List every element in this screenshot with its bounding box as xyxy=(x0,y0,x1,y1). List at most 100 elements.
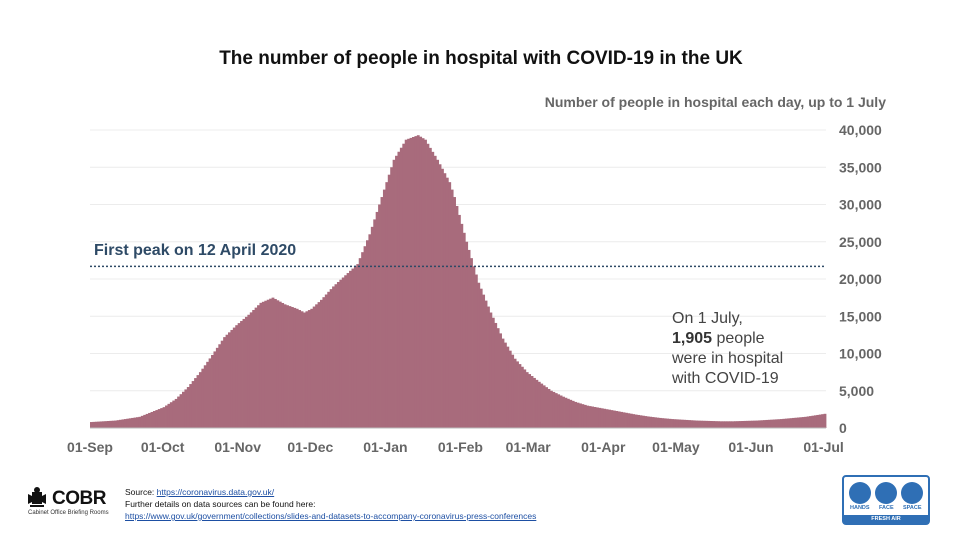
bar-day xyxy=(608,409,611,428)
bar-day xyxy=(719,421,723,428)
bar-day xyxy=(617,411,621,428)
bar-day xyxy=(804,416,808,428)
bar-day xyxy=(114,420,118,428)
bar-day xyxy=(392,159,396,429)
bar-day xyxy=(796,417,800,428)
bar-day xyxy=(351,268,355,428)
bar-day xyxy=(310,308,314,428)
bar-day xyxy=(150,411,154,428)
bar-day xyxy=(203,365,207,428)
bar-day xyxy=(433,155,437,428)
cobr-logo-subtitle: Cabinet Office Briefing Rooms xyxy=(28,510,109,516)
bar-day xyxy=(554,393,558,428)
bar-day xyxy=(540,383,544,428)
bar-day xyxy=(823,413,827,428)
bar-day xyxy=(160,408,164,428)
bar-day xyxy=(600,408,604,428)
bar-day xyxy=(315,304,318,428)
bar-day xyxy=(274,298,277,428)
bar-day xyxy=(545,387,548,428)
bar-day xyxy=(329,289,333,428)
bar-day xyxy=(683,419,686,428)
bar-day xyxy=(637,414,640,428)
y-tick-label: 10,000 xyxy=(839,346,882,362)
annotation-line-2: 1,905 people xyxy=(672,329,822,349)
bar-day xyxy=(821,414,824,428)
bar-day xyxy=(496,328,500,428)
bar-day xyxy=(511,354,515,428)
bar-day xyxy=(460,223,464,428)
bar-day xyxy=(697,420,701,428)
bar-day xyxy=(247,314,251,428)
bar-day xyxy=(663,418,667,428)
bar-day xyxy=(675,419,679,428)
bar-day xyxy=(438,164,442,428)
bar-day xyxy=(794,417,798,428)
bar-day xyxy=(758,420,762,428)
bar-day xyxy=(651,417,655,428)
bar-day xyxy=(557,394,561,428)
bar-day xyxy=(128,418,132,428)
bar-day xyxy=(801,417,805,428)
bar-day xyxy=(709,421,713,428)
x-tick-label: 01-Sep xyxy=(67,439,113,455)
bar-day xyxy=(206,361,210,428)
bar-day xyxy=(566,398,570,428)
bar-day xyxy=(288,306,292,428)
bar-day xyxy=(634,414,638,428)
bar-day xyxy=(94,421,98,428)
bar-day xyxy=(678,419,682,428)
x-tick-label: 01-Apr xyxy=(581,439,626,455)
bar-day xyxy=(649,416,653,428)
bar-day xyxy=(211,354,214,428)
bar-day xyxy=(419,136,423,428)
bar-day xyxy=(784,418,788,428)
bar-day xyxy=(324,294,328,428)
details-link[interactable]: https://www.gov.uk/government/collection… xyxy=(125,511,537,521)
bar-day xyxy=(591,406,594,428)
bar-day xyxy=(177,396,180,428)
bar-day xyxy=(121,419,125,428)
royal-crest-icon xyxy=(28,487,46,507)
bar-day xyxy=(453,197,456,428)
bar-day xyxy=(349,270,352,428)
bar-day xyxy=(259,302,263,428)
bar-day xyxy=(436,159,440,429)
bar-day xyxy=(424,139,427,428)
bar-day xyxy=(220,340,224,428)
y-tick-label: 30,000 xyxy=(839,197,882,213)
bar-day xyxy=(441,168,444,429)
bar-day xyxy=(479,288,483,428)
bar-day xyxy=(421,138,425,428)
x-tick-label: 01-Mar xyxy=(506,439,552,455)
bar-day xyxy=(550,390,553,428)
bar-day xyxy=(806,416,810,428)
bar-day xyxy=(106,421,110,428)
bar-day xyxy=(298,310,302,428)
bar-day xyxy=(97,421,101,428)
bar-day xyxy=(90,422,93,428)
bar-day xyxy=(501,338,505,428)
bar-day xyxy=(472,266,476,428)
bar-day xyxy=(491,317,495,428)
bar-day xyxy=(685,419,689,428)
bar-day xyxy=(450,189,454,428)
bar-day xyxy=(770,419,774,428)
x-tick-label: 01-Nov xyxy=(214,439,261,455)
y-tick-label: 15,000 xyxy=(839,308,882,324)
bar-day xyxy=(499,333,502,428)
bar-day xyxy=(596,407,599,428)
bar-day xyxy=(629,413,633,428)
source-link[interactable]: https://coronavirus.data.gov.uk/ xyxy=(156,487,275,497)
bar-day xyxy=(661,418,665,428)
bar-day xyxy=(99,421,103,428)
bar-day xyxy=(654,417,657,428)
bar-day xyxy=(373,219,377,428)
bar-day xyxy=(816,414,820,428)
details-text: Further details on data sources can be f… xyxy=(125,499,316,509)
bar-day xyxy=(228,332,231,428)
bar-day xyxy=(322,297,326,428)
bar-day xyxy=(644,416,648,428)
bar-day xyxy=(695,420,699,428)
bar-day xyxy=(283,304,287,428)
